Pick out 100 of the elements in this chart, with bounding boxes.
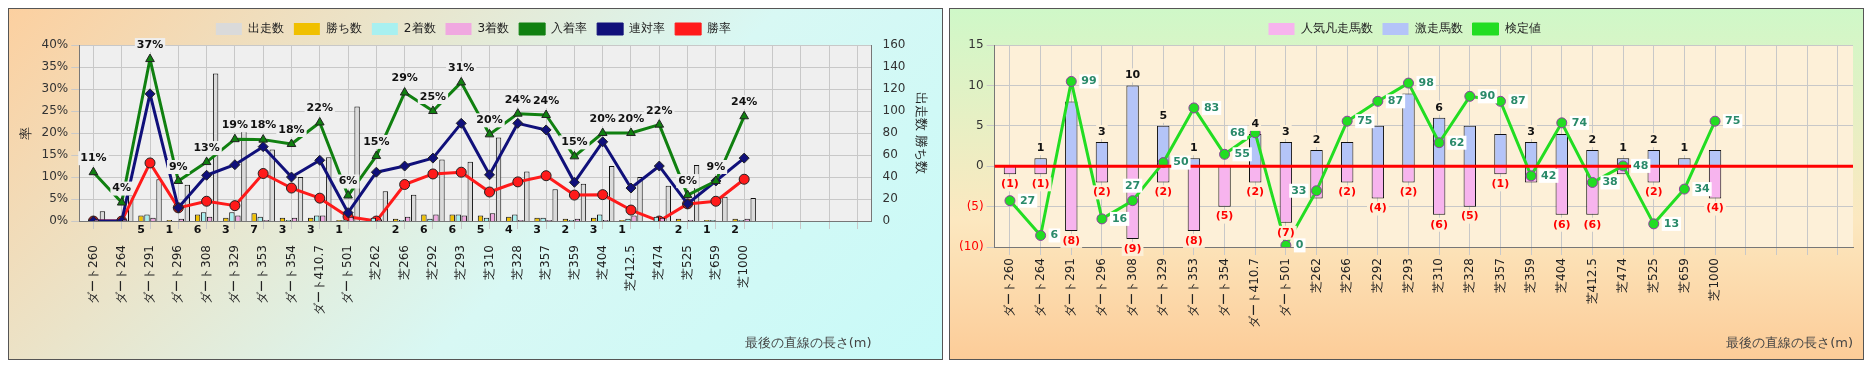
data-label: 20%	[617, 111, 645, 125]
data-label: 75	[1357, 114, 1373, 128]
data-label: 15%	[561, 135, 588, 149]
data-label: 6%	[678, 173, 697, 187]
data-label: 5	[137, 222, 145, 236]
y-tick-label: 5	[975, 117, 984, 132]
data-label: 31%	[448, 61, 475, 75]
y-tick-label: 10	[968, 77, 984, 92]
x-tick-label: 芝328	[1461, 258, 1476, 293]
y2-tick-label: 120	[882, 81, 906, 96]
y-tick-label: 20%	[41, 125, 69, 140]
x-tick-label: ダート329	[1155, 258, 1170, 317]
data-label: (2)	[1399, 185, 1418, 199]
x-tick-label: ダート308	[1124, 258, 1139, 317]
data-label: 68	[1229, 125, 1246, 139]
data-label: 3	[222, 222, 230, 236]
y2-tick-label: 100	[882, 103, 906, 118]
x-tick-label: 芝328	[509, 245, 524, 280]
x-tick-label: ダート291	[1063, 258, 1078, 317]
data-label: 74	[1571, 115, 1588, 129]
y2-tick-label: 140	[882, 59, 906, 74]
data-label: 6	[1435, 100, 1444, 114]
data-label: 4	[504, 222, 513, 236]
data-label: 3	[1282, 124, 1290, 138]
legend-label: 出走数	[247, 21, 284, 36]
data-label: 1	[1619, 141, 1627, 155]
y-tick-label: (10)	[958, 239, 984, 254]
data-label: 25%	[419, 89, 447, 103]
data-label: 15%	[363, 134, 390, 148]
data-label: 83	[1203, 100, 1220, 114]
data-label: (1)	[1491, 177, 1510, 191]
x-tick-label: 芝293	[1400, 258, 1415, 293]
x-tick-label: ダート354	[1216, 258, 1231, 317]
data-label: 38	[1602, 175, 1618, 189]
y-tick-label: 30%	[41, 81, 69, 96]
y2-tick-label: 60	[882, 147, 898, 162]
y2-tick-label: 80	[882, 125, 898, 140]
data-label: (1)	[1001, 177, 1019, 191]
y-tick-label: (5)	[966, 198, 984, 213]
data-label: 13	[1663, 216, 1680, 230]
x-tick-label: ダート296	[1094, 258, 1109, 317]
data-label: 2	[561, 222, 570, 236]
y-tick-label: 5%	[49, 191, 69, 206]
data-label: 4	[1251, 116, 1260, 130]
y-tick-label: 0%	[49, 213, 69, 228]
data-label: 3	[278, 222, 287, 236]
data-label: 62	[1449, 135, 1465, 149]
x-tick-label: ダート354	[283, 245, 298, 304]
data-label: (4)	[1368, 201, 1387, 215]
x-axis-title: 最後の直線の長さ(m)	[744, 334, 872, 350]
data-label: 27	[1124, 178, 1141, 192]
data-label: 22%	[306, 101, 333, 115]
data-label: 10	[1124, 68, 1141, 82]
x-tick-label: 芝474	[1615, 258, 1630, 293]
y2-axis-title: 出走数 勝ち数	[913, 91, 929, 175]
data-label: (2)	[1338, 185, 1357, 199]
data-label: 2	[1588, 132, 1597, 146]
legend-label: 連対率	[629, 21, 666, 36]
x-tick-label: ダート501	[340, 245, 355, 304]
data-label: 3	[1098, 124, 1106, 138]
data-label: (8)	[1185, 233, 1203, 247]
data-label: 42	[1541, 168, 1557, 182]
data-label: 0	[1295, 238, 1304, 252]
x-axis-title: 最後の直線の長さ(m)	[1726, 334, 1853, 350]
x-tick-label: 芝262	[368, 245, 383, 280]
y2-tick-label: 160	[882, 37, 906, 52]
x-tick-label: ダート410.7	[311, 245, 326, 316]
data-label: (2)	[1644, 185, 1663, 199]
y-tick-label: 0	[975, 158, 984, 173]
data-label: (5)	[1460, 209, 1479, 223]
legend-label: 激走馬数	[1414, 21, 1463, 36]
data-label: 24%	[504, 92, 531, 106]
y2-tick-label: 0	[882, 213, 891, 228]
x-tick-label: ダート296	[170, 245, 185, 304]
data-label: 6	[420, 222, 429, 236]
data-label: 2	[1649, 132, 1658, 146]
data-label: 1	[618, 222, 626, 236]
y-axis-title: 率	[18, 126, 34, 140]
data-label: 48	[1633, 158, 1649, 172]
data-label: 87	[1510, 94, 1526, 108]
data-label: 24%	[731, 95, 758, 109]
data-label: 22%	[646, 103, 673, 117]
data-label: 6	[193, 222, 202, 236]
x-tick-label: ダート501	[1277, 258, 1292, 317]
data-label: 9%	[168, 159, 188, 173]
y-tick-label: 40%	[41, 37, 69, 52]
y-tick-label: 15	[968, 37, 984, 52]
x-tick-label: 芝404	[594, 245, 609, 280]
data-label: 2	[731, 222, 739, 236]
data-label: 1	[1036, 141, 1045, 155]
data-label: 5	[1159, 108, 1168, 122]
legend-label: 人気凡走馬数	[1300, 21, 1373, 36]
x-tick-label: 芝292	[1369, 258, 1384, 293]
data-label: (6)	[1430, 217, 1448, 231]
data-label: (2)	[1154, 185, 1173, 199]
data-label: 16	[1111, 211, 1128, 225]
x-tick-label: 芝359	[566, 245, 581, 280]
x-tick-label: ダート353	[1186, 258, 1201, 317]
x-tick-label: 芝293	[453, 245, 468, 280]
data-label: 27	[1019, 193, 1036, 207]
